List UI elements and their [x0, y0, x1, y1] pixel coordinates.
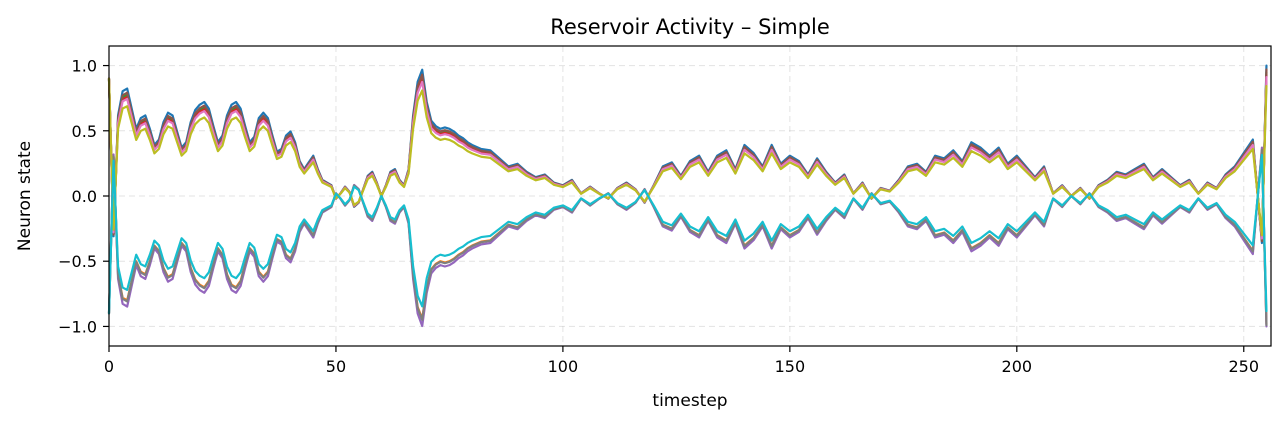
x-tick-label: 0	[104, 357, 114, 376]
y-tick-label: 0.5	[72, 122, 97, 141]
x-tick-label: 200	[1002, 357, 1033, 376]
series-line-5	[107, 68, 1268, 243]
y-tick-label: −0.5	[58, 252, 97, 271]
y-tick-label: −1.0	[58, 317, 97, 336]
grid-lines	[108, 46, 1271, 346]
series-line-8	[107, 77, 1268, 237]
series-line-6	[107, 76, 1268, 240]
series-line-7	[107, 148, 1268, 327]
x-tick-label: 50	[326, 357, 346, 376]
x-axis-ticks: 0 50 100 150 200 250	[104, 346, 1259, 376]
x-tick-label: 100	[548, 357, 579, 376]
x-tick-label: 150	[775, 357, 806, 376]
chart-title: Reservoir Activity – Simple	[550, 15, 830, 39]
y-tick-label: 0.0	[72, 187, 97, 206]
series-line-9	[107, 153, 1268, 315]
y-axis-ticks: −1.0 −0.5 0.0 0.5 1.0	[58, 57, 109, 336]
y-tick-label: 1.0	[72, 57, 97, 76]
x-axis-label: timestep	[652, 391, 727, 411]
x-tick-label: 250	[1228, 357, 1259, 376]
series-group	[107, 64, 1268, 328]
series-line-3	[107, 73, 1268, 241]
y-axis-label: Neuron state	[15, 141, 35, 251]
